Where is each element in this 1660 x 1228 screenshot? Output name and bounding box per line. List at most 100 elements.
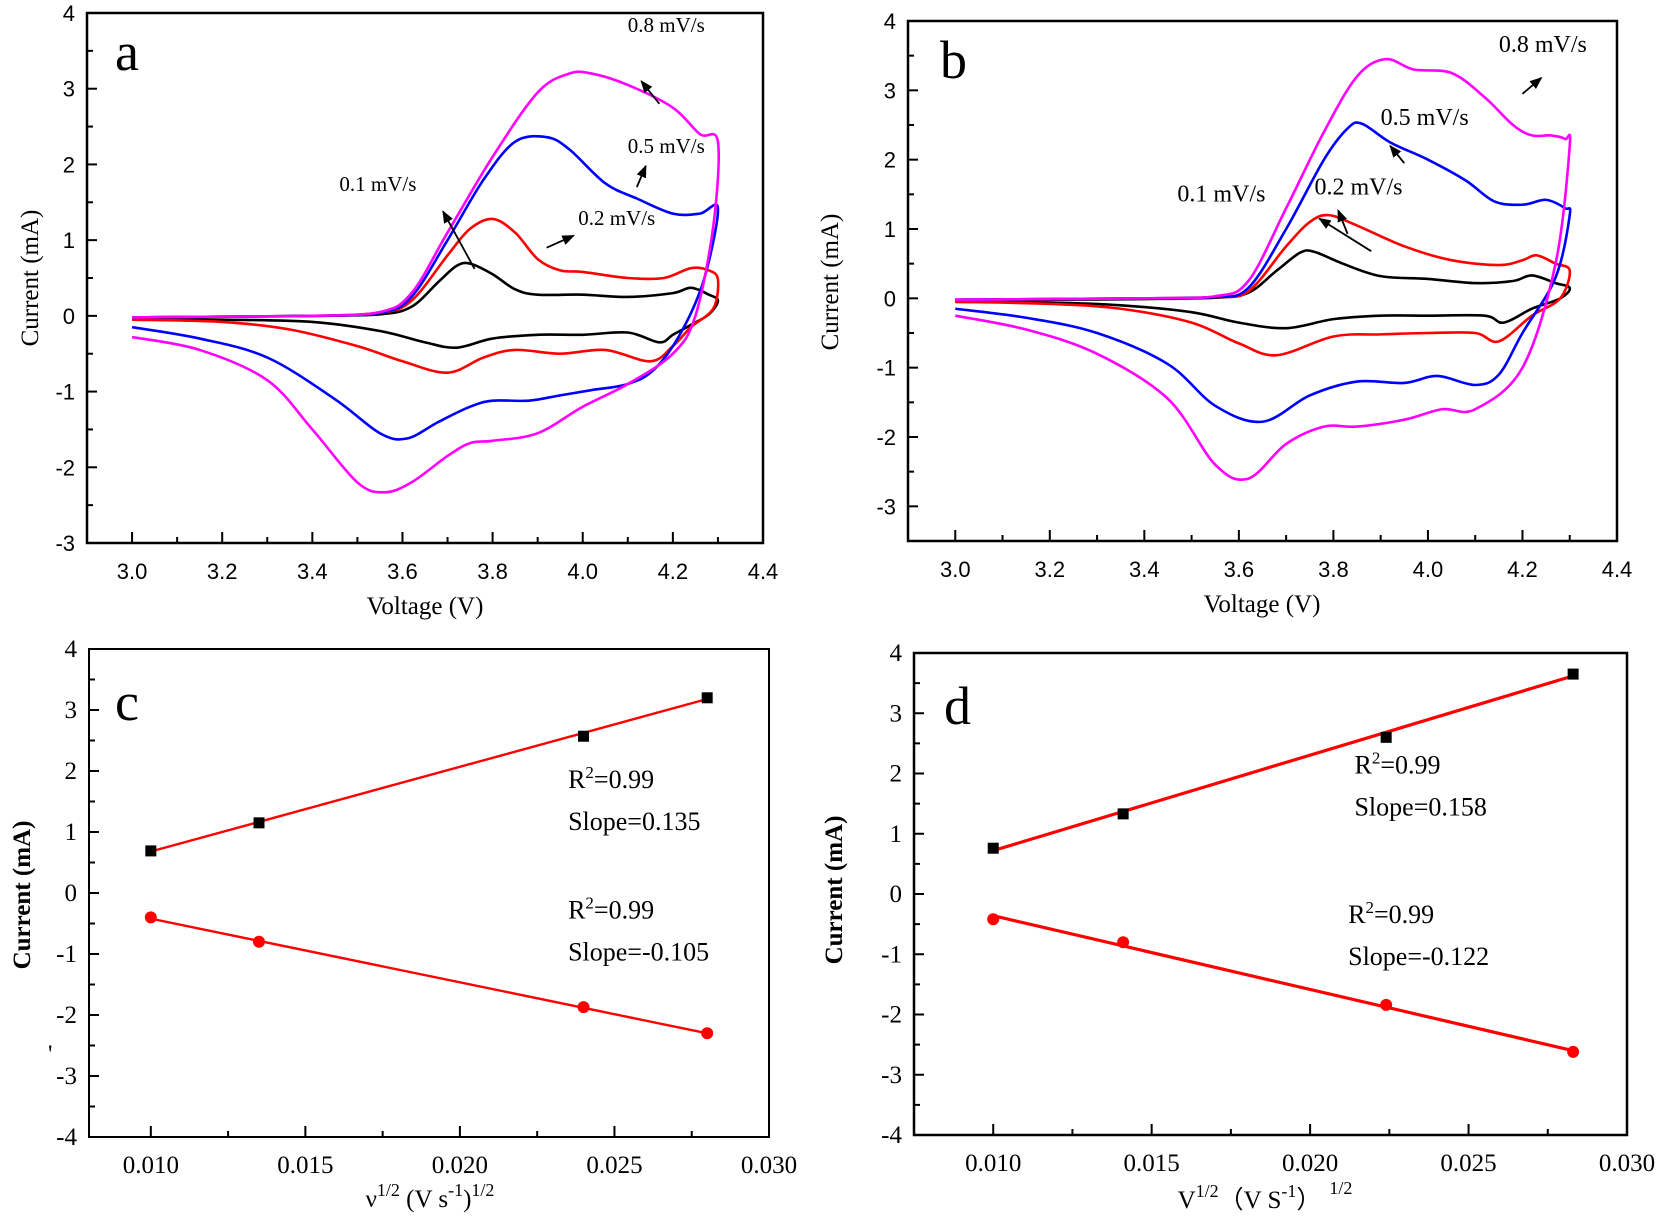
- y-tick-label: 3: [63, 77, 75, 102]
- xlabel-close: ): [463, 1186, 471, 1213]
- x-tick-label: 0.030: [741, 1152, 797, 1179]
- y-tick-label: -2: [56, 1002, 77, 1029]
- data-point-square: [1380, 731, 1392, 743]
- r-sup: 2: [1365, 898, 1374, 917]
- x-tick-label: 3.0: [940, 557, 971, 582]
- panel-b-annotations: 0.8 mV/s 0.5 mV/s 0.1 mV/s 0.2 mV/s: [1177, 32, 1587, 252]
- data-point-square: [1117, 808, 1129, 820]
- y-tick-label: 4: [884, 9, 896, 34]
- x-tick-label: 0.020: [432, 1152, 488, 1179]
- annotation-arrow: [1337, 209, 1349, 235]
- annotation-arrow: [546, 234, 575, 249]
- r-value: =0.99: [594, 896, 654, 925]
- data-point-square: [701, 692, 713, 704]
- annotation-arrow: [635, 164, 647, 188]
- y-tick-label: 2: [890, 761, 903, 788]
- cv-curve-0-1-mv-s: [955, 249, 1572, 330]
- xlabel-v: V: [1178, 1187, 1196, 1214]
- data-point-square: [1567, 668, 1579, 680]
- xlabel-sup: -1: [448, 1180, 463, 1200]
- data-point-circle: [1380, 998, 1393, 1011]
- xlabel-sup: 1/2: [471, 1180, 494, 1200]
- y-tick-label: 1: [65, 819, 78, 846]
- panel-a-xlabel: Voltage (V): [367, 593, 484, 620]
- x-tick-label: 4.0: [1413, 557, 1444, 582]
- cv-curve-0-8-mv-s: [955, 57, 1572, 482]
- panel-d-ticks: 0.010 0.015 0.020 0.025 0.030 -4 -3 -2 -1 0 1 2 3 4: [881, 640, 1655, 1177]
- fit-line: [150, 697, 708, 853]
- x-tick-label: 3.6: [387, 559, 418, 584]
- r-symbol: R: [1354, 751, 1372, 780]
- slope-label: Slope=0.158: [1354, 793, 1486, 822]
- y-tick-label: -2: [876, 425, 896, 450]
- cv-curve-0-8-mv-s: [131, 70, 720, 494]
- x-tick-label: 0.010: [123, 1152, 179, 1179]
- y-tick-label: -1: [881, 941, 902, 968]
- panel-c-xlabel: ν1/2 (V s-1)1/2: [366, 1180, 495, 1213]
- panel-d-frame: [912, 651, 1629, 1137]
- y-tick-label: -4: [56, 1124, 77, 1151]
- x-tick-label: 4.2: [1507, 557, 1538, 582]
- x-tick-label: 3.4: [297, 559, 328, 584]
- y-tick-label: 0: [890, 881, 903, 908]
- y-tick-label: -2: [55, 455, 75, 480]
- r-squared-label: R2=0.99: [1348, 898, 1434, 929]
- xlabel-sup: 1/2: [1196, 1181, 1219, 1201]
- y-tick-label: 4: [63, 1, 75, 26]
- x-tick-label: 0.030: [1599, 1150, 1655, 1177]
- y-tick-label: 4: [890, 640, 903, 667]
- panel-b-letter: b: [940, 30, 967, 90]
- y-tick-label: -3: [55, 531, 75, 556]
- data-point-circle: [701, 1027, 714, 1040]
- data-point-square: [987, 842, 999, 854]
- y-tick-label: 1: [890, 821, 903, 848]
- data-point-circle: [1567, 1045, 1580, 1058]
- slope-label: Slope=-0.122: [1348, 942, 1489, 971]
- fit-line: [992, 674, 1574, 853]
- cv-curve-0-5-mv-s: [955, 121, 1572, 424]
- x-tick-label: 4.2: [658, 559, 689, 584]
- r-squared-label: R2=0.99: [1354, 749, 1440, 780]
- r-squared-label: R2=0.99: [568, 763, 654, 794]
- y-tick-label: 0: [63, 304, 75, 329]
- xlabel-nu: ν: [366, 1186, 377, 1213]
- x-tick-label: 3.8: [477, 559, 508, 584]
- scan-rate-label: 0.8 mV/s: [1499, 32, 1587, 58]
- y-tick-label: 2: [65, 758, 78, 785]
- panel-b-ticks: 3.0 3.2 3.4 3.6 3.8 4.0 4.2 4.4 -3 -2 -1 0 1 2 3 4: [876, 9, 1632, 582]
- annotation-arrow: [1521, 77, 1543, 95]
- xlabel-sup: 1/2: [1329, 1178, 1352, 1198]
- y-tick-label: -4: [881, 1122, 902, 1149]
- slope-label: Slope=-0.105: [568, 938, 709, 967]
- x-tick-label: 4.4: [1602, 557, 1633, 582]
- data-point-square: [253, 817, 265, 829]
- panel-b-xlabel: Voltage (V): [1204, 591, 1321, 618]
- panel-d-ylabel: Current (mA): [821, 816, 848, 965]
- scan-rate-label: 0.5 mV/s: [628, 134, 705, 158]
- x-tick-label: 0.015: [277, 1152, 333, 1179]
- y-tick-label: 2: [63, 152, 75, 177]
- x-tick-label: 4.4: [748, 559, 779, 584]
- annotation-arrow: [640, 80, 661, 105]
- r-value: =0.99: [594, 765, 654, 794]
- x-tick-label: 0.010: [965, 1150, 1021, 1177]
- y-tick-label: 3: [65, 697, 78, 724]
- y-tick-label: 1: [63, 228, 75, 253]
- xlabel-unit: （V S: [1219, 1186, 1282, 1214]
- y-tick-label: 2: [884, 148, 896, 173]
- x-tick-label: 3.4: [1129, 557, 1160, 582]
- xlabel-close: ）: [1296, 1186, 1321, 1214]
- r-value: =0.99: [1380, 751, 1440, 780]
- panel-c-letter: c: [115, 672, 139, 732]
- scan-rate-label: 0.1 mV/s: [339, 172, 416, 196]
- y-tick-label: -1: [56, 941, 77, 968]
- y-tick-label: 1: [884, 217, 896, 242]
- panel-b-ylabel: Current (mA): [817, 214, 844, 351]
- x-tick-label: 3.2: [207, 559, 238, 584]
- xlabel-sup: 1/2: [377, 1180, 400, 1200]
- x-tick-label: 3.0: [117, 559, 148, 584]
- panel-a-ylabel: Current (mA): [17, 210, 44, 347]
- panel-c-peak-current-fit: 0.010 0.015 0.020 0.025 0.030 -4 -3 -2 -1 0 1 2 3 4 R…: [9, 636, 797, 1213]
